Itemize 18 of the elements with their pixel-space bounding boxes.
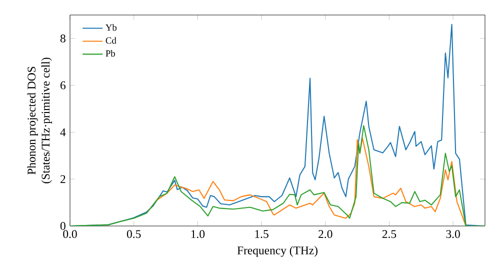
y-tick-label: 6	[60, 81, 66, 90]
y-axis-title: Phonon projected DOS (States/THz·primitive cell)	[27, 58, 52, 184]
line-series	[70, 125, 485, 226]
y-tick-label: 8	[60, 34, 66, 42]
x-tick-label: 0.5	[126, 230, 141, 238]
x-tick-label: 3.0	[446, 230, 460, 238]
x-tick-label: 2.0	[318, 230, 332, 238]
x-tick-label: 1.5	[255, 230, 268, 238]
legend-label: Yb	[106, 24, 117, 31]
x-axis-title: Frequency (THz)	[237, 246, 318, 257]
legend-label: Pb	[106, 50, 115, 57]
x-tick-label: 0.0	[63, 230, 77, 238]
x-tick-label: 1.0	[191, 230, 205, 238]
y-tick-label: 4	[60, 128, 66, 136]
x-tick-label: 2.5	[382, 230, 396, 238]
y-tick-label: 0	[60, 222, 66, 230]
legend-label: Cd	[106, 37, 116, 44]
y-tick-label: 2	[60, 175, 66, 183]
